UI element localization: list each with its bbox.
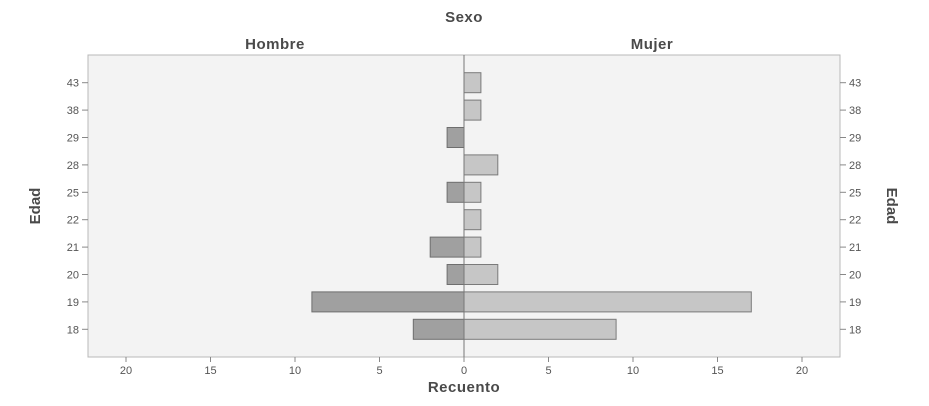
y-tick-label-right: 22 <box>849 215 861 227</box>
y-axis-title-left: Edad <box>27 188 44 225</box>
y-tick-label-right: 19 <box>849 297 861 309</box>
bar-mujer <box>463 154 499 176</box>
y-tick-label-left: 29 <box>67 133 79 145</box>
chart-title: Sexo <box>445 9 483 26</box>
x-tick-label: 20 <box>796 365 808 377</box>
y-tick-label-left: 28 <box>67 160 79 172</box>
y-tick-label-right: 38 <box>849 105 861 117</box>
y-axis-title-right: Edad <box>883 188 900 225</box>
x-tick-label: 15 <box>204 365 216 377</box>
bar-hombre <box>412 318 465 340</box>
x-tick-label: 5 <box>545 365 551 377</box>
y-ticks-right: 18 19 20 21 22 25 28 29 38 43 <box>840 78 861 336</box>
x-axis-title: Recuento <box>428 379 500 396</box>
y-tick-label-right: 25 <box>849 187 861 199</box>
x-tick-label: 20 <box>120 365 132 377</box>
y-tick-label-left: 21 <box>67 242 79 254</box>
y-tick-label-left: 38 <box>67 105 79 117</box>
y-tick-label-right: 18 <box>849 324 861 336</box>
bar-mujer <box>463 264 499 285</box>
bar-hombre <box>446 264 465 285</box>
bar-mujer <box>463 209 482 231</box>
x-tick-label: 0 <box>461 365 467 377</box>
y-tick-label-left: 25 <box>67 187 79 199</box>
bar-hombre <box>311 291 465 313</box>
bars-group <box>311 72 752 340</box>
y-tick-label-left: 20 <box>67 270 79 282</box>
bar-hombre <box>446 127 465 148</box>
bar-mujer <box>463 318 617 340</box>
bar-mujer <box>463 181 482 203</box>
y-tick-label-left: 18 <box>67 324 79 336</box>
y-tick-label-left: 22 <box>67 215 79 227</box>
y-tick-label-left: 43 <box>67 78 79 90</box>
bar-hombre <box>429 236 465 258</box>
series-label-mujer: Mujer <box>631 36 674 53</box>
bar-mujer <box>463 72 482 94</box>
x-ticks: 20 15 10 5 0 5 10 15 20 <box>120 357 808 377</box>
bar-mujer <box>463 99 482 121</box>
x-tick-label: 10 <box>627 365 639 377</box>
y-tick-label-left: 19 <box>67 297 79 309</box>
series-label-hombre: Hombre <box>245 36 305 53</box>
bar-mujer <box>463 291 752 313</box>
y-tick-label-right: 21 <box>849 242 861 254</box>
x-tick-label: 5 <box>376 365 382 377</box>
y-tick-label-right: 20 <box>849 270 861 282</box>
bar-mujer <box>463 236 482 258</box>
y-tick-label-right: 29 <box>849 133 861 145</box>
bar-hombre <box>446 181 465 203</box>
y-ticks-left: 18 19 20 21 22 25 28 29 38 43 <box>67 78 88 336</box>
y-tick-label-right: 43 <box>849 78 861 90</box>
x-tick-label: 15 <box>711 365 723 377</box>
y-tick-label-right: 28 <box>849 160 861 172</box>
x-tick-label: 10 <box>289 365 301 377</box>
